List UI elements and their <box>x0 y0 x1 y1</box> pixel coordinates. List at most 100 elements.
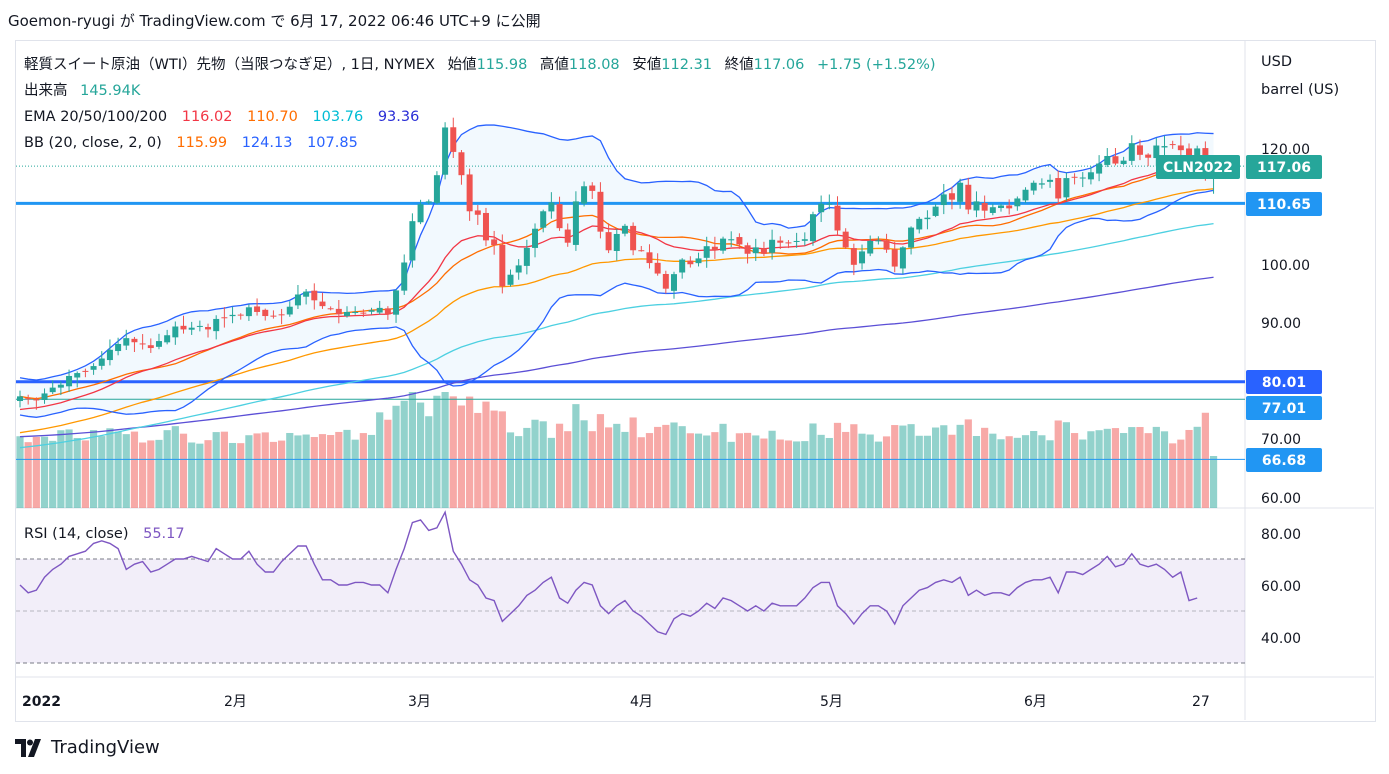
volume-bar <box>564 431 572 508</box>
footer-brand[interactable]: TradingView <box>15 737 160 758</box>
volume-bar <box>351 439 359 508</box>
time-tick-label: 5月 <box>820 694 843 710</box>
volume-bar <box>32 436 40 508</box>
volume-bar <box>547 437 555 508</box>
rsi-tick-label: 40.00 <box>1261 631 1301 647</box>
volume-bar <box>580 420 588 508</box>
volume-bar <box>466 396 474 508</box>
volume-bar <box>588 431 596 508</box>
volume-bar <box>555 423 564 508</box>
volume-bar <box>335 431 343 508</box>
candle-body <box>785 242 792 244</box>
volume-bar <box>425 416 433 508</box>
candle-body <box>752 247 759 254</box>
volume-bar <box>719 423 727 508</box>
volume-bar <box>1070 433 1079 508</box>
volume-bar <box>155 439 163 508</box>
candle-body <box>728 239 735 241</box>
volume-bar <box>179 433 188 508</box>
volume-bar <box>318 434 327 508</box>
volume-bar <box>114 431 122 508</box>
candle-body <box>662 273 669 289</box>
axis-currency: USD <box>1261 54 1292 70</box>
candle-body <box>164 335 171 343</box>
candle-body <box>850 248 857 265</box>
candle-body <box>311 290 318 301</box>
candle-body <box>1030 182 1037 191</box>
candle-body <box>17 396 23 402</box>
volume-bar <box>278 440 286 508</box>
ema50-line <box>19 188 1214 434</box>
candle-body <box>1038 183 1045 185</box>
time-tick-label: 6月 <box>1024 694 1047 710</box>
legend-bb-row: BB (20, close, 2, 0) 115.99 124.13 107.8… <box>24 135 358 151</box>
volume-bar <box>1005 436 1013 508</box>
volume-bar <box>147 440 155 508</box>
legend-ema20: 116.02 <box>182 109 233 125</box>
volume-bar <box>817 434 825 508</box>
candle-body <box>924 217 931 220</box>
candle-body <box>581 186 588 204</box>
hline-badge-77-bg <box>1246 396 1322 420</box>
candle-body <box>131 338 138 343</box>
candle-body <box>213 318 220 332</box>
candle-body <box>597 191 604 232</box>
volume-bar <box>678 426 686 508</box>
candle-body <box>1096 163 1103 174</box>
volume-bar <box>269 441 278 508</box>
candle-body <box>1169 144 1176 146</box>
legend-close-label: 終値 <box>725 56 754 73</box>
candle-body <box>801 239 808 241</box>
legend-bb-basis: 115.99 <box>176 135 227 151</box>
candle-body <box>777 240 784 243</box>
volume-bar <box>57 430 65 508</box>
candle-body <box>548 202 555 212</box>
candle-body <box>1136 145 1143 155</box>
candle-body <box>556 204 563 229</box>
candle-body <box>376 307 383 313</box>
symbol-badge: CLN2022 <box>1163 160 1233 176</box>
volume-bar <box>907 424 915 508</box>
candle-body <box>703 246 710 258</box>
chart-frame <box>15 40 1376 722</box>
volume-bar <box>842 431 850 508</box>
candle-body <box>384 308 391 315</box>
volume-bar <box>1160 431 1169 508</box>
volume-bar <box>531 419 539 508</box>
legend-volume-label: 出来高 <box>24 82 68 99</box>
candle-body <box>319 301 326 307</box>
candle-body <box>1006 205 1013 209</box>
candle-body <box>368 310 375 312</box>
candle-body <box>1194 148 1201 157</box>
candle-body <box>196 325 203 327</box>
volume-bar <box>874 441 882 508</box>
volume-bar <box>1177 439 1185 508</box>
legend-open-label: 始値 <box>448 56 477 73</box>
volume-bar <box>1111 428 1120 508</box>
volume-bar <box>833 422 842 508</box>
candle-body <box>859 251 866 264</box>
candle-body <box>916 218 923 230</box>
volume-bar <box>106 428 114 508</box>
volume-bar <box>294 435 302 508</box>
candle-body <box>303 291 310 297</box>
legend: 軽質スイート原油（WTI）先物（当限つなぎ足）, 1日, NYMEX 始値115… <box>24 55 936 542</box>
candle-body <box>720 238 727 251</box>
volume-bar <box>384 419 392 508</box>
candle-body <box>940 194 947 206</box>
legend-volume-row: 出来高 145.94K <box>24 82 141 99</box>
legend-ema50: 110.70 <box>247 109 298 125</box>
volume-bar <box>572 404 580 508</box>
volume-bar <box>923 435 932 508</box>
volume-bar <box>801 441 809 508</box>
volume-bar <box>596 414 605 508</box>
candle-body <box>433 175 440 203</box>
candle-body <box>1112 156 1119 164</box>
volume-bar <box>662 424 670 508</box>
volume-bar <box>972 435 981 508</box>
candle-body <box>205 327 212 330</box>
candle-body <box>335 308 342 315</box>
volume-bar <box>621 431 629 508</box>
candle-body <box>572 201 579 245</box>
